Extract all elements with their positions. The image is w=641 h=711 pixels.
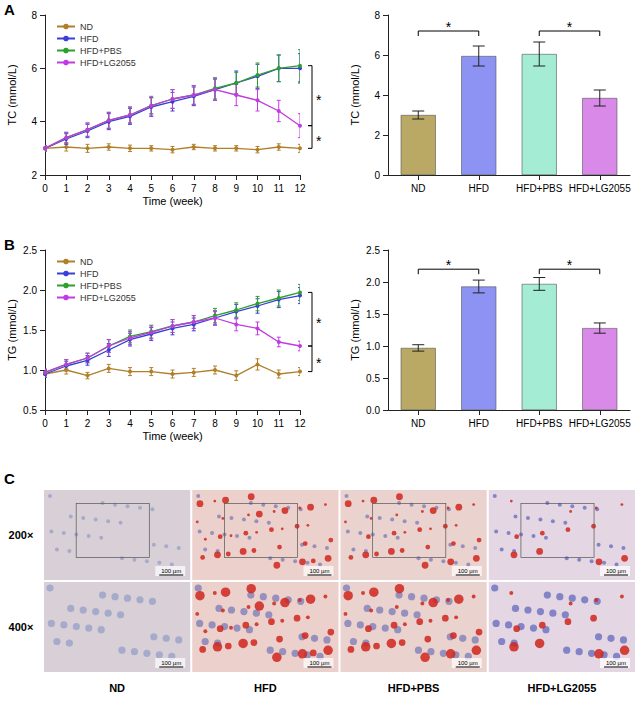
svg-text:9: 9 [233,183,239,194]
svg-text:HFD+PBS: HFD+PBS [80,281,122,291]
svg-text:0.5: 0.5 [23,405,37,416]
svg-text:200×: 200× [9,529,34,541]
svg-text:6: 6 [170,418,176,429]
svg-text:*: * [316,133,322,149]
svg-text:TG (mmol/L): TG (mmol/L) [6,299,18,361]
svg-text:HFD+LG2055: HFD+LG2055 [80,58,136,68]
svg-text:4: 4 [127,418,133,429]
svg-text:2: 2 [85,183,91,194]
svg-text:HFD: HFD [80,34,99,44]
svg-text:0: 0 [42,418,48,429]
svg-text:100 µm: 100 µm [309,660,329,666]
svg-text:100 µm: 100 µm [161,568,181,574]
svg-text:10: 10 [252,418,264,429]
svg-text:100 µm: 100 µm [161,660,181,666]
svg-text:TC (mmol/L): TC (mmol/L) [6,64,18,125]
svg-text:0: 0 [374,170,380,181]
svg-text:HFD+LG2055: HFD+LG2055 [80,293,136,303]
svg-text:6: 6 [170,183,176,194]
svg-text:TG (mmol/L): TG (mmol/L) [349,299,361,361]
svg-text:HFD: HFD [468,183,489,194]
svg-text:HFD: HFD [80,269,99,279]
svg-text:Time (week): Time (week) [142,430,202,442]
svg-text:HFD+PBS: HFD+PBS [388,682,440,694]
svg-text:10: 10 [252,183,264,194]
svg-text:*: * [316,355,322,371]
svg-text:3: 3 [106,418,112,429]
svg-text:A: A [4,1,15,18]
svg-text:HFD: HFD [468,418,489,429]
svg-text:1.0: 1.0 [366,341,380,352]
svg-text:6: 6 [31,63,37,74]
svg-text:1.0: 1.0 [23,365,37,376]
svg-text:*: * [567,19,573,35]
svg-text:1: 1 [63,418,69,429]
svg-text:HFD+PBS: HFD+PBS [516,183,563,194]
svg-text:2.5: 2.5 [366,245,380,256]
svg-text:ND: ND [411,183,425,194]
svg-text:7: 7 [191,418,197,429]
svg-text:C: C [4,470,15,487]
svg-text:0: 0 [42,183,48,194]
svg-text:HFD: HFD [254,682,277,694]
svg-text:4: 4 [31,116,37,127]
svg-text:11: 11 [274,418,285,429]
svg-text:2: 2 [85,418,91,429]
svg-text:*: * [446,19,452,35]
svg-text:HFD+LG2055: HFD+LG2055 [569,418,631,429]
svg-text:8: 8 [31,10,37,21]
svg-text:B: B [4,236,15,253]
svg-text:ND: ND [411,418,425,429]
svg-text:400×: 400× [9,621,34,633]
svg-text:2.0: 2.0 [366,277,380,288]
svg-text:2: 2 [31,170,37,181]
svg-text:100 µm: 100 µm [606,660,626,666]
svg-text:100 µm: 100 µm [309,568,329,574]
svg-text:8: 8 [212,183,218,194]
svg-text:5: 5 [148,418,154,429]
svg-text:8: 8 [212,418,218,429]
svg-text:5: 5 [148,183,154,194]
svg-text:4: 4 [127,183,133,194]
svg-text:2.0: 2.0 [23,285,37,296]
svg-text:HFD+LG2055: HFD+LG2055 [569,183,631,194]
svg-text:4: 4 [374,90,380,101]
svg-text:9: 9 [233,418,239,429]
svg-text:0.5: 0.5 [366,373,380,384]
svg-text:HFD+LG2055: HFD+LG2055 [527,682,596,694]
svg-text:1.5: 1.5 [23,325,37,336]
svg-text:*: * [446,257,452,273]
svg-text:*: * [316,92,322,108]
svg-text:1: 1 [63,183,69,194]
svg-text:12: 12 [294,183,306,194]
svg-text:ND: ND [80,22,93,32]
svg-text:6: 6 [374,50,380,61]
svg-text:3: 3 [106,183,112,194]
svg-text:*: * [316,315,322,331]
svg-text:ND: ND [109,682,125,694]
svg-text:100 µm: 100 µm [458,660,478,666]
svg-text:7: 7 [191,183,197,194]
svg-text:HFD+PBS: HFD+PBS [80,46,122,56]
svg-text:Time (week): Time (week) [142,195,202,207]
svg-text:2.5: 2.5 [23,245,37,256]
svg-text:HFD+PBS: HFD+PBS [516,418,563,429]
svg-text:11: 11 [274,183,285,194]
svg-text:*: * [567,257,573,273]
svg-text:100 µm: 100 µm [458,568,478,574]
svg-text:2: 2 [374,130,380,141]
svg-text:8: 8 [374,10,380,21]
svg-text:0.0: 0.0 [366,405,380,416]
svg-text:TC (mmol/L): TC (mmol/L) [349,64,361,125]
svg-text:100 µm: 100 µm [606,568,626,574]
svg-text:12: 12 [294,418,306,429]
svg-text:ND: ND [80,257,93,267]
svg-text:1.5: 1.5 [366,309,380,320]
